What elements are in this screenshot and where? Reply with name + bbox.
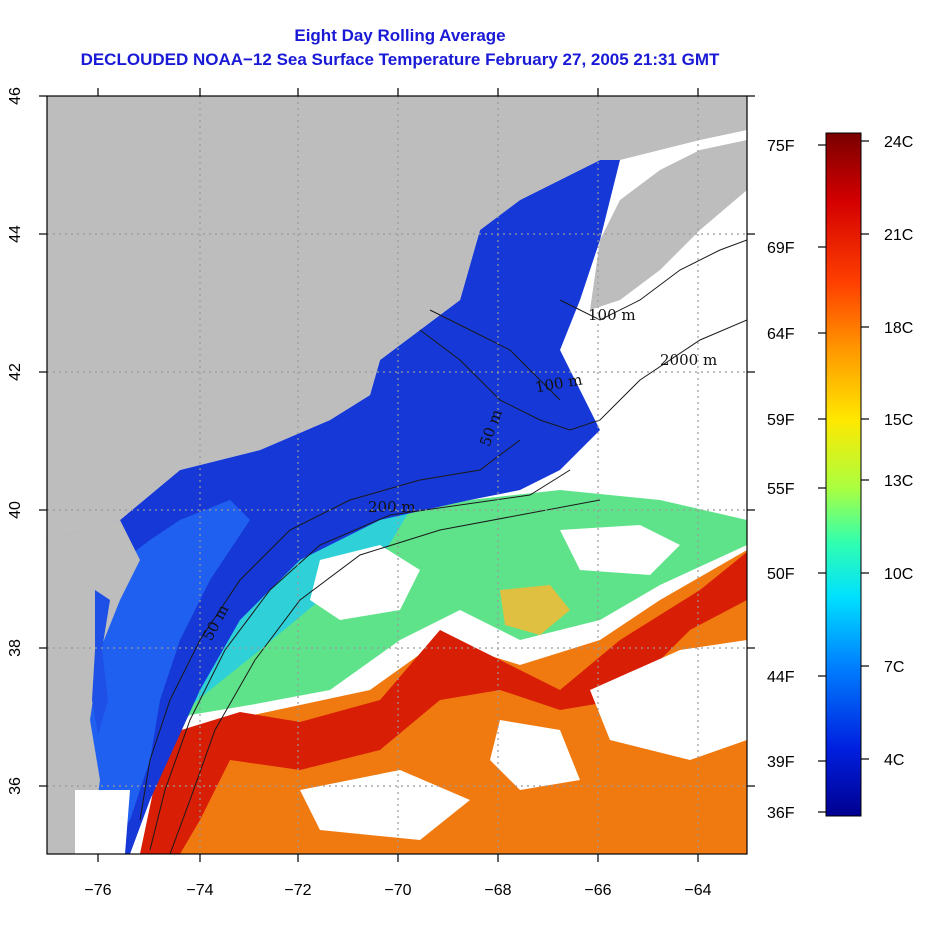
- bathymetry-contours: [139, 239, 747, 854]
- fahrenheit-label: 44F: [767, 669, 795, 686]
- fahrenheit-label: 64F: [767, 326, 795, 343]
- contour-label: 2000 m: [660, 351, 717, 369]
- y-tick-label: 46: [7, 87, 24, 105]
- celsius-label: 10C: [884, 566, 913, 583]
- cloud-patch: [590, 640, 747, 760]
- contour-200m: [149, 469, 571, 851]
- y-tick-label: 36: [7, 777, 24, 795]
- x-tick-label: −76: [84, 882, 111, 899]
- x-tick-label: −66: [584, 882, 611, 899]
- colorbar-celsius-ticks: [861, 140, 869, 760]
- colorbar: [825, 132, 862, 817]
- x-tick-label: −74: [186, 882, 213, 899]
- contour-gulf-of-maine: [429, 309, 561, 401]
- celsius-label: 21C: [884, 227, 913, 244]
- celsius-label: 4C: [884, 752, 904, 769]
- contour-shelf-north: [419, 319, 747, 431]
- x-tick-label: −70: [384, 882, 411, 899]
- contour-50m: [139, 439, 521, 821]
- y-tick-label: 40: [7, 501, 24, 519]
- y-tick-label: 44: [7, 225, 24, 243]
- contour-label: 200 m: [368, 498, 416, 516]
- contour-label: 100 m: [588, 306, 636, 324]
- fahrenheit-label: 39F: [767, 754, 795, 771]
- colorbar-fahrenheit-ticks: [818, 144, 826, 813]
- fahrenheit-label: 69F: [767, 240, 795, 257]
- cloud-patch: [300, 770, 470, 840]
- map-title-line1: Eight Day Rolling Average: [294, 26, 506, 45]
- cloud-patch: [490, 720, 580, 790]
- fahrenheit-label: 36F: [767, 805, 795, 822]
- contour-2000m: [169, 499, 601, 854]
- celsius-label: 24C: [884, 134, 913, 151]
- land-nova-scotia: [590, 140, 747, 310]
- plot-frame: [46, 95, 748, 855]
- celsius-label: 18C: [884, 320, 913, 337]
- celsius-label: 15C: [884, 412, 913, 429]
- x-tick-label: −68: [484, 882, 511, 899]
- map-plot-area: 100 m 2000 m 200 m 50 m 100 m 50 m: [47, 96, 747, 854]
- y-tick-label: 42: [7, 363, 24, 381]
- y-tick-label: 38: [7, 639, 24, 657]
- fahrenheit-label: 75F: [767, 138, 795, 155]
- y-axis-ticks: [39, 95, 755, 787]
- contour-shelf-north-2: [559, 239, 747, 321]
- cloud-patch: [600, 360, 747, 500]
- colorbar-celsius-labels: 24C 21C 18C 15C 13C 10C 7C 4C: [884, 134, 913, 769]
- x-axis-ticks: [97, 88, 699, 862]
- x-tick-label: −72: [284, 882, 311, 899]
- celsius-label: 13C: [884, 473, 913, 490]
- warm-eddy: [500, 585, 570, 635]
- fahrenheit-label: 59F: [767, 412, 795, 429]
- map-title-line2: DECLOUDED NOAA−12 Sea Surface Temperatur…: [80, 50, 720, 69]
- colorbar-fahrenheit-labels: 75F 69F 64F 59F 55F 50F 44F 39F 36F: [767, 138, 795, 822]
- cloud-patch: [310, 545, 420, 620]
- y-axis-labels: 36 38 40 42 44 46: [7, 87, 24, 795]
- x-tick-label: −64: [684, 882, 711, 899]
- warm-water-region: [140, 550, 747, 854]
- land-north-america: [47, 96, 747, 540]
- fahrenheit-label: 55F: [767, 481, 795, 498]
- white-bay-region: [75, 790, 130, 854]
- x-axis-labels: −76 −74 −72 −70 −68 −66 −64: [84, 882, 711, 899]
- chesapeake-bay: [92, 590, 110, 735]
- cloud-patch: [560, 525, 680, 575]
- fahrenheit-label: 50F: [767, 566, 795, 583]
- celsius-label: 7C: [884, 659, 904, 676]
- grid-lines: [47, 96, 747, 854]
